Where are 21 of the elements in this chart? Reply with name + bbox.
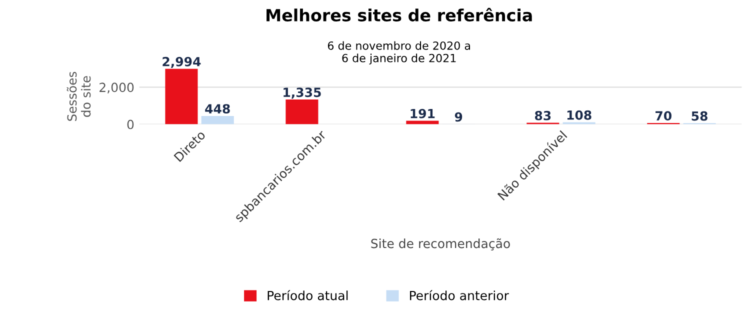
data-label: 83 <box>534 110 551 120</box>
y-tick-label: 2,000 <box>100 82 134 94</box>
chart-subtitle: 6 de novembro de 2020 a 6 de janeiro de 2021 <box>328 41 470 64</box>
y-axis-title: Sessões do site <box>66 72 91 121</box>
x-axis-title: Site de recomendação <box>371 238 510 250</box>
data-label: 191 <box>410 108 435 118</box>
bar <box>406 120 439 124</box>
chart-title: Melhores sites de referência <box>266 8 532 22</box>
data-label: 70 <box>656 111 672 121</box>
data-label: 448 <box>205 104 230 114</box>
bar <box>286 100 318 124</box>
bar <box>165 68 198 124</box>
bar <box>201 116 234 124</box>
data-label: 58 <box>692 111 708 121</box>
legend-label: Período anterior <box>410 290 509 300</box>
data-label: 2,994 <box>162 56 201 68</box>
data-label: 108 <box>567 110 592 120</box>
legend-label: Período atual <box>268 290 348 300</box>
data-label: 9 <box>454 112 462 122</box>
y-tick-label: 0 <box>127 120 134 130</box>
data-label: 1,335 <box>284 88 321 99</box>
